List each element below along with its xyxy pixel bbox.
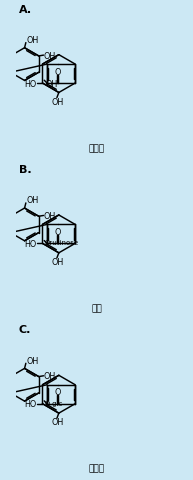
- Text: O: O: [55, 68, 61, 76]
- Text: O: O: [55, 228, 61, 237]
- Text: OH: OH: [51, 97, 63, 107]
- Text: OH: OH: [27, 356, 39, 365]
- Text: O: O: [55, 387, 61, 396]
- Text: 芚丁: 芚丁: [91, 304, 102, 313]
- Text: O-glc: O-glc: [45, 400, 63, 406]
- Text: HO: HO: [24, 79, 36, 88]
- Text: OH: OH: [27, 36, 39, 45]
- Text: OH: OH: [51, 418, 63, 427]
- Text: Orutinose: Orutinose: [45, 240, 79, 246]
- Text: C.: C.: [19, 325, 31, 335]
- Text: B.: B.: [19, 165, 31, 175]
- Text: OH: OH: [45, 79, 57, 88]
- Text: OH: OH: [44, 51, 56, 60]
- Text: HO: HO: [24, 399, 36, 408]
- Text: A.: A.: [19, 5, 32, 15]
- Text: HO: HO: [24, 240, 36, 248]
- Text: OH: OH: [27, 196, 39, 205]
- Text: OH: OH: [44, 212, 56, 220]
- Text: 槟皮苷: 槟皮苷: [88, 464, 105, 473]
- Text: OH: OH: [44, 372, 56, 381]
- Text: OH: OH: [51, 258, 63, 266]
- Text: 槟皮素: 槟皮素: [88, 144, 105, 153]
